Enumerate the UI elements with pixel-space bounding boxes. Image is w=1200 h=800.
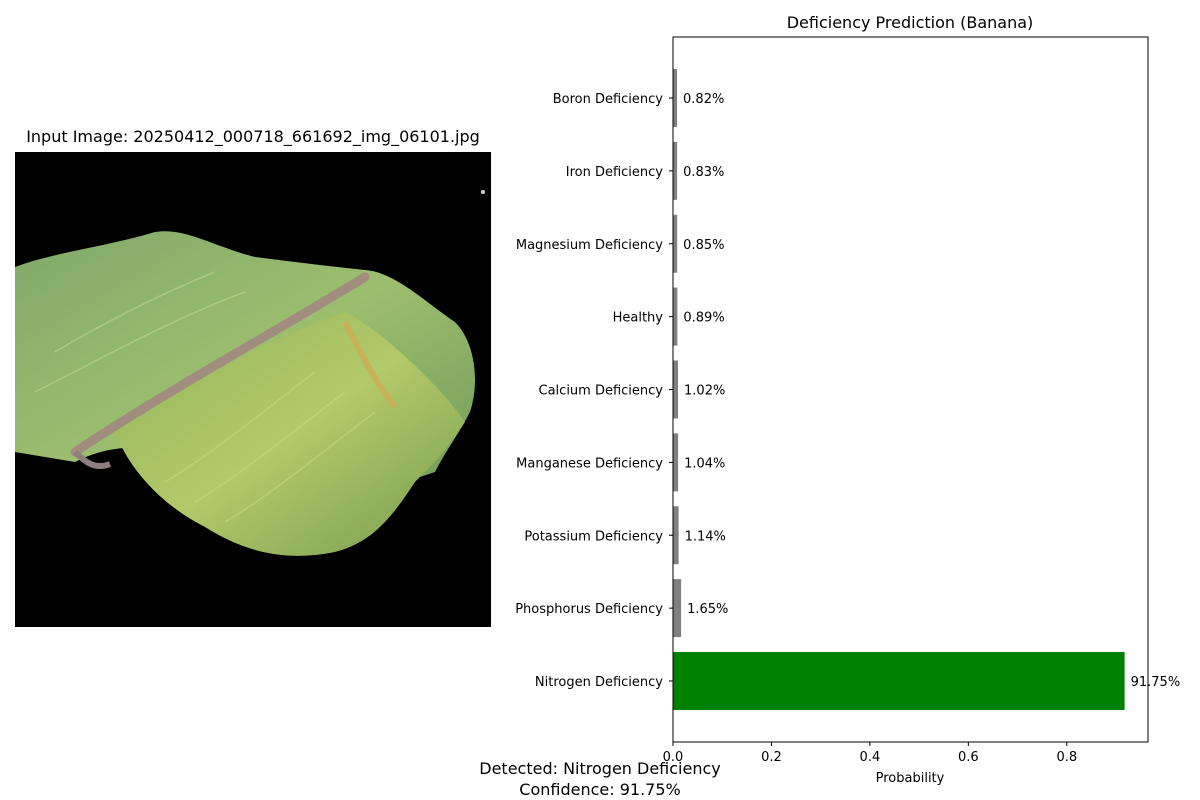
y-tick-label: Healthy: [613, 311, 664, 326]
confidence-text: Confidence: 91.75%: [519, 780, 681, 799]
data-label: 1.04%: [684, 456, 725, 471]
y-tick-labels: Nitrogen Deficiency Phosphorus Deficiency…: [515, 92, 673, 690]
detection-summary: Detected: Nitrogen Deficiency Confidence…: [400, 758, 800, 800]
bar: [673, 287, 678, 346]
data-label: 1.65%: [687, 602, 728, 617]
x-tick-label: 0.4: [860, 750, 881, 765]
y-tick-label: Boron Deficiency: [553, 92, 664, 107]
y-tick-label: Magnesium Deficiency: [516, 238, 663, 253]
input-image: [15, 152, 491, 627]
bar: [673, 652, 1125, 710]
banana-leaf-image: [15, 152, 491, 627]
x-axis-label: Probability: [876, 771, 945, 786]
plot-frame: [672, 36, 1149, 743]
bar: [673, 69, 678, 127]
x-tick-label: 0.0: [663, 750, 684, 765]
y-tick-label: Potassium Deficiency: [524, 529, 663, 544]
y-tick-label: Phosphorus Deficiency: [515, 602, 663, 617]
bar: [673, 433, 679, 492]
x-tick-label: 0.6: [958, 750, 979, 765]
bar: [673, 506, 679, 565]
data-label: 91.75%: [1131, 675, 1181, 690]
x-ticks: 0.0 0.2 0.4 0.6 0.8: [663, 742, 1077, 765]
data-label: 0.83%: [683, 165, 724, 180]
data-label: 1.02%: [684, 384, 725, 399]
data-label: 0.85%: [683, 238, 724, 253]
data-label: 0.89%: [683, 311, 724, 326]
detected-text: Detected: Nitrogen Deficiency: [479, 759, 721, 778]
x-tick-label: 0.2: [761, 750, 782, 765]
data-labels: 91.75% 1.65% 1.14% 1.04% 1.02% 0.89% 0.85% 0.83…: [683, 92, 1180, 690]
image-title: Input Image: 20250412_000718_661692_img_…: [26, 127, 480, 146]
bar: [673, 360, 679, 419]
data-label: 0.82%: [683, 92, 724, 107]
y-tick-label: Calcium Deficiency: [539, 384, 664, 399]
chart-title: Deficiency Prediction (Banana): [787, 13, 1034, 32]
bars: [673, 69, 1125, 710]
y-tick-label: Iron Deficiency: [566, 165, 664, 180]
data-label: 1.14%: [685, 529, 726, 544]
bar: [673, 141, 678, 200]
y-tick-label: Manganese Deficiency: [516, 456, 663, 471]
bar: [673, 579, 682, 638]
bar: [673, 214, 678, 273]
x-tick-label: 0.8: [1056, 750, 1077, 765]
y-tick-label: Nitrogen Deficiency: [535, 675, 663, 690]
